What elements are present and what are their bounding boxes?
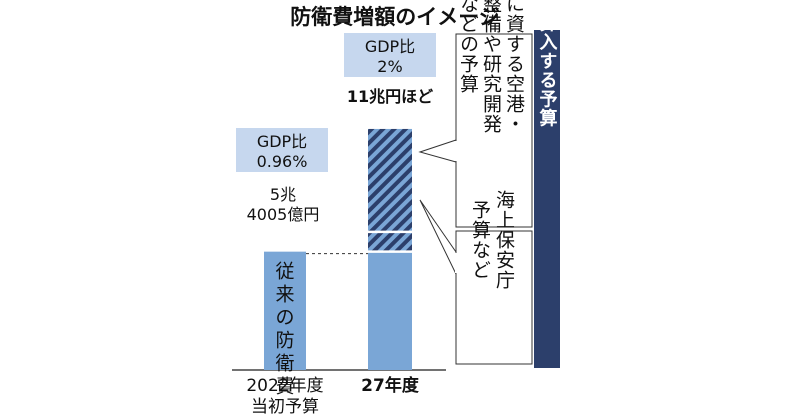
callout-text-coast-guard: 海上保安庁 <box>493 190 515 290</box>
callout-text-new-items: 防衛に資する空港・ <box>503 0 525 134</box>
inner-label-char: 防 <box>275 330 294 352</box>
gdp-ratio-box-27 <box>344 33 436 77</box>
gdp-ratio-value: 0.96% <box>257 152 308 171</box>
callout-text-coast-guard: 予算など <box>469 200 491 280</box>
callout-box-new-items <box>455 33 533 228</box>
category-label: 2022年度 <box>246 376 323 396</box>
amount-label: 11兆円ほど <box>347 87 433 106</box>
inner-label-char: 衛 <box>275 353 294 375</box>
gdp-ratio-box-2022 <box>236 128 328 172</box>
inner-label-char: の <box>275 307 294 329</box>
inner-label-char: 従 <box>275 261 294 283</box>
inner-label-char: 費 <box>275 376 294 398</box>
bar-27-coast-guard <box>368 231 412 252</box>
amount-label: 4005億円 <box>247 205 320 224</box>
gdp-ratio-label: GDP比 <box>257 132 307 151</box>
category-label: 当初予算 <box>251 397 319 417</box>
bar-2022-base <box>264 251 306 370</box>
amount-label: 5兆 <box>270 185 296 204</box>
chart-title: 防衛費増額のイメージ <box>290 5 500 29</box>
inner-label-char: 来 <box>275 284 294 306</box>
callout-text-new-items: などの予算 <box>457 0 479 94</box>
gdp-ratio-value: 2% <box>377 57 402 76</box>
category-label: 27年度 <box>361 375 420 396</box>
side-band <box>534 30 560 368</box>
bar-27-new-items <box>368 128 412 232</box>
bar-27-base <box>368 251 412 370</box>
callout-pointer <box>419 199 457 275</box>
callout-pointer <box>418 139 457 163</box>
side-band-label: 新たに算入する予算 <box>537 0 558 128</box>
gdp-ratio-label: GDP比 <box>365 37 415 56</box>
callout-text-new-items: 港湾整備や研究開発 <box>480 0 502 134</box>
callout-box-coast-guard <box>455 230 533 365</box>
